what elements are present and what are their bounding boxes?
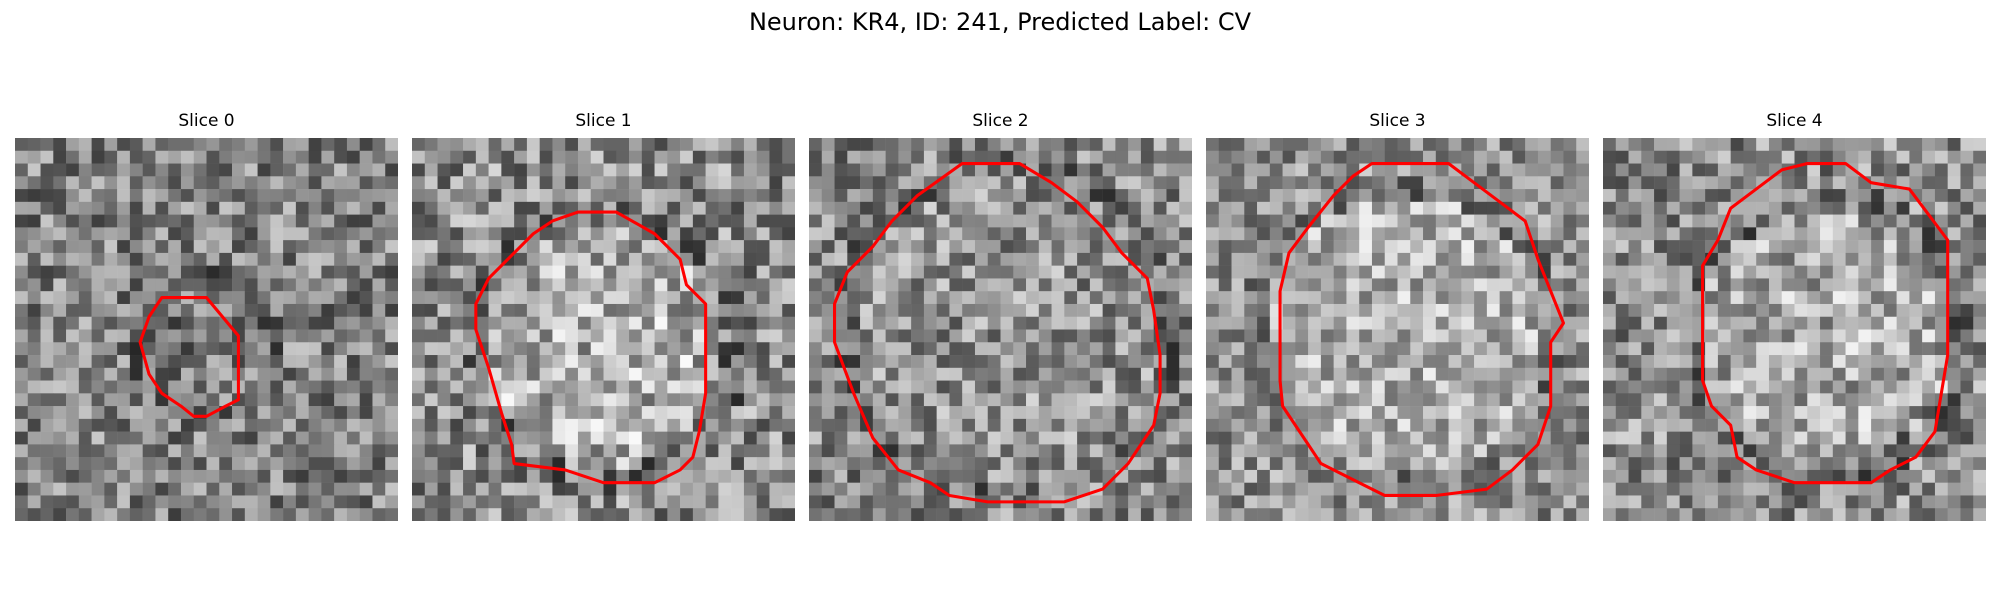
slice-image xyxy=(1603,138,1986,521)
slice-image xyxy=(15,138,398,521)
slice-title: Slice 1 xyxy=(575,111,632,131)
slice-image xyxy=(1206,138,1589,521)
pixel-grid xyxy=(809,138,1192,521)
slice-title: Slice 4 xyxy=(1766,111,1823,131)
neuron-contour xyxy=(474,210,708,485)
slice-title: Slice 3 xyxy=(1369,111,1426,131)
slice-panel-2: Slice 2 xyxy=(809,110,1192,521)
slice-title: Slice 2 xyxy=(972,111,1029,131)
neuron-contour xyxy=(1701,162,1950,485)
slice-panel-3: Slice 3 xyxy=(1206,110,1589,521)
pixel-grid xyxy=(1206,138,1589,521)
slice-title: Slice 0 xyxy=(178,111,235,131)
slice-panel-0: Slice 0 xyxy=(15,110,398,521)
slice-image xyxy=(809,138,1192,521)
slice-panel-4: Slice 4 xyxy=(1603,110,1986,521)
pixel-grid xyxy=(15,138,398,521)
pixel-grid xyxy=(1603,138,1986,521)
slice-panel-1: Slice 1 xyxy=(412,110,795,521)
pixel-grid xyxy=(412,138,795,521)
neuron-contour xyxy=(1278,162,1565,497)
slice-image xyxy=(412,138,795,521)
neuron-contour xyxy=(833,162,1162,504)
neuron-contour xyxy=(138,296,240,418)
figure-title: Neuron: KR4, ID: 241, Predicted Label: C… xyxy=(748,8,1252,36)
